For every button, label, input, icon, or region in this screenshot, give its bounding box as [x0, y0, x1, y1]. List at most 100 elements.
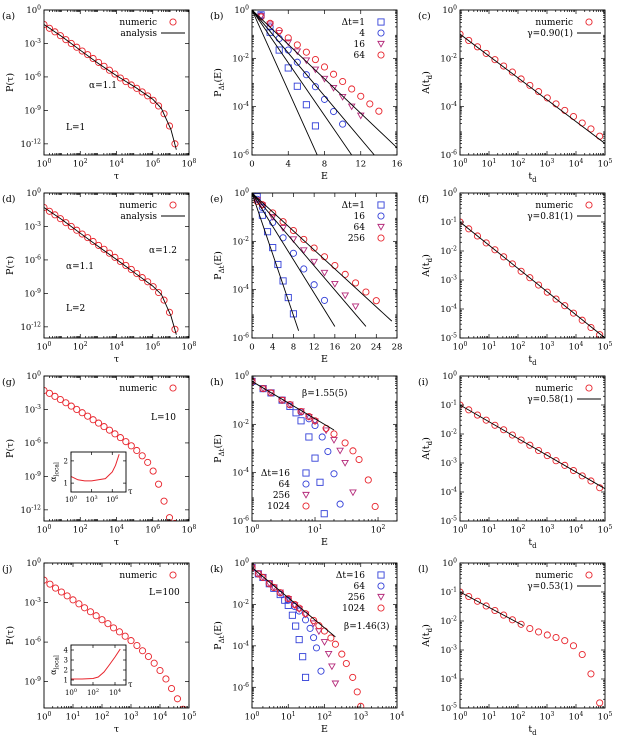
panel-a-point	[176, 154, 180, 155]
panel-a-point	[78, 47, 86, 55]
panel-c-point	[517, 75, 525, 83]
panel-d-ytick-label: 10-6	[24, 254, 41, 265]
panel-f-legend-marker	[585, 201, 593, 209]
panel-h-point	[330, 470, 338, 478]
panel-g-point	[78, 409, 86, 417]
panel-l-line-1	[460, 591, 524, 626]
panel-b-line-4	[252, 10, 318, 155]
panel-k-point	[310, 616, 318, 624]
panel-a-ytick-label: 10-9	[24, 105, 41, 116]
panel-j-inset-ytick-label: 3	[64, 656, 68, 664]
panel-f-point	[508, 260, 516, 268]
panel-b-point	[320, 63, 329, 71]
panel-c-line-1	[460, 33, 605, 144]
panel-k-legend-marker	[377, 593, 385, 601]
panel-h-point	[297, 407, 305, 416]
panel-e-xtick-label: 0	[249, 343, 254, 353]
panel-d: 100 102 104 106 108 100 10-3 10-6 10-9 10-12 (d) τ P…	[2, 188, 197, 365]
panel-b-point	[357, 92, 365, 100]
panel-f-xtick-label: 105	[598, 341, 613, 352]
panel-b-point	[266, 21, 275, 29]
panel-i-point	[552, 457, 560, 465]
panel-a-point	[122, 78, 130, 86]
panel-i-frame	[459, 375, 606, 522]
panel-a-xtick-label: 102	[73, 158, 88, 169]
panel-b-legend-label: Δt=1	[342, 18, 365, 28]
panel-h-legend-label: 1024	[267, 502, 290, 512]
panel-d-point	[171, 325, 179, 333]
panel-k-data	[252, 564, 365, 708]
panel-g-point	[51, 392, 59, 400]
panel-j-ylabel: P(τ)	[5, 626, 16, 645]
panel-i-ytick-label: 10-4	[440, 487, 457, 498]
panel-l-point	[578, 650, 586, 659]
panel-a-point	[51, 28, 59, 36]
panel-k-point	[265, 580, 273, 588]
panel-k-point	[342, 659, 350, 668]
panel-j-annotation: L=100	[149, 588, 180, 598]
panel-f-point	[535, 281, 543, 289]
panel-g-ytick-label: 10-3	[24, 404, 41, 415]
panel-b-point	[302, 48, 310, 56]
panel-h-ylabel: PΔt(E)	[213, 434, 226, 463]
panel-b-point	[293, 58, 301, 66]
panel-f: 100 101 102 103 104 105 100 10-1 10-2 10-3 10-4 10-…	[418, 188, 613, 367]
panel-c-point	[465, 36, 473, 44]
panel-b-tag: (b)	[210, 11, 224, 22]
panel-b-point	[275, 27, 283, 35]
panel-k-point	[301, 610, 310, 618]
panel-f-ytick-label: 100	[442, 188, 457, 199]
panel-f-xtick-label: 102	[511, 341, 526, 352]
panel-j-point	[173, 695, 182, 703]
panel-e-ytick-label: 10-2	[232, 236, 249, 247]
panel-a-ylabel: P(τ)	[5, 73, 16, 92]
panel-h-legend-label: 64	[279, 480, 291, 490]
panel-i-point	[491, 421, 499, 429]
panel-i-point	[482, 416, 490, 424]
panel-l-point	[491, 606, 499, 615]
panel-k-legend-label: 256	[348, 593, 365, 603]
panel-b-point	[375, 107, 383, 115]
panel-f-point	[578, 316, 586, 324]
panel-d-ytick-label: 100	[26, 188, 41, 199]
panel-e-xtick-label: 20	[350, 343, 361, 353]
panel-l-point	[543, 631, 551, 639]
panel-h-point	[341, 439, 349, 447]
panel-g-point	[73, 405, 81, 414]
panel-a-point	[138, 88, 146, 96]
panel-e-point	[299, 247, 308, 255]
panel-e-point	[268, 214, 277, 221]
panel-b-legend-marker	[377, 40, 385, 48]
panel-b-point	[311, 83, 319, 91]
panel-h-tag: (h)	[210, 377, 224, 388]
panel-d-point	[127, 265, 135, 273]
panel-l-xtick-label: 100	[453, 711, 468, 722]
panel-i-point	[578, 472, 586, 480]
panel-g-inset-ytick-label: 1	[64, 480, 68, 488]
panel-h-legend-label: 256	[273, 491, 290, 501]
panel-j-point	[133, 641, 141, 650]
panel-a-point	[100, 62, 108, 70]
panel-k-ytick-label: 100	[234, 558, 249, 569]
panel-c-point	[460, 30, 464, 38]
panel-c-legend-label: γ=0.90(1)	[527, 28, 573, 39]
panel-j-point	[109, 624, 118, 632]
panel-g-point	[138, 452, 146, 460]
panel-g-xtick-label: 104	[109, 524, 124, 535]
panel-k-xlabel: E	[321, 724, 328, 735]
panel-j-ytick-label: 100	[26, 558, 41, 569]
panel-a-legend-label: analysis	[120, 29, 157, 39]
panel-c-point	[526, 81, 534, 89]
panel-c-xtick-label: 102	[511, 158, 526, 169]
panel-e-line-5	[252, 193, 336, 327]
panel-l-point	[596, 699, 604, 707]
panel-g-legend-label: numeric	[119, 384, 157, 394]
panel-k-point	[284, 595, 292, 603]
panel-g-xtick-label: 102	[73, 524, 88, 535]
panel-f-point	[552, 295, 560, 303]
panel-h-point	[336, 447, 344, 455]
panel-f-ytick-label: 10-2	[440, 246, 457, 257]
panel-h-point	[305, 413, 313, 421]
panel-e-legend-label: 64	[354, 223, 366, 233]
panel-l-legend-label: numeric	[535, 571, 573, 581]
